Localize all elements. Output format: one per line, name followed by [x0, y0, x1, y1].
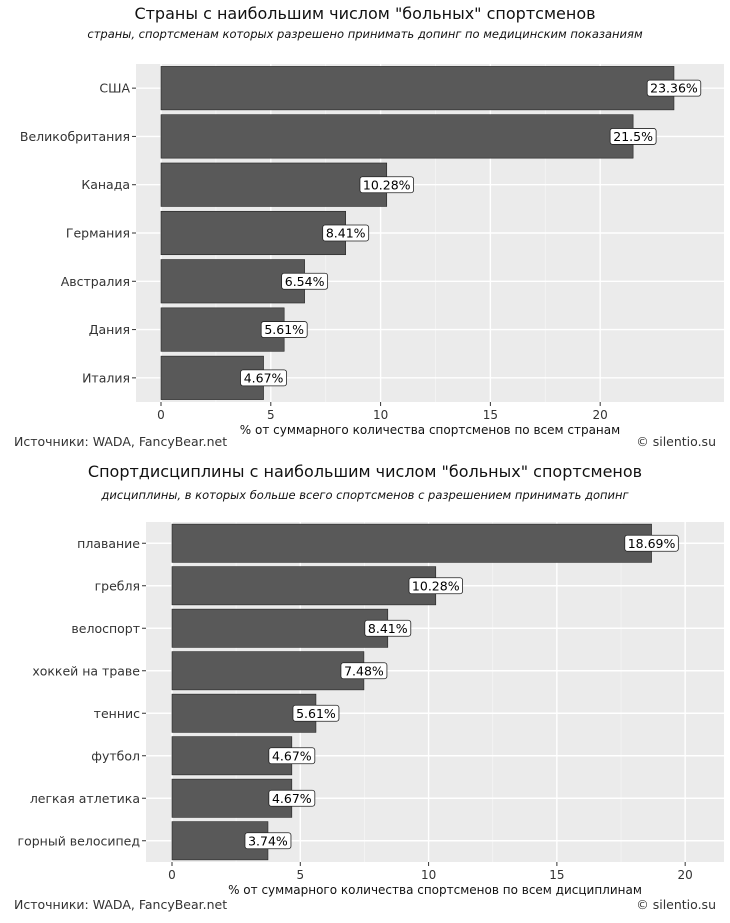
chart2-category-label: велоспорт — [71, 621, 140, 636]
chart2-bar — [171, 523, 652, 563]
chart2-category-label: теннис — [94, 706, 140, 721]
chart2-xtick-label: 5 — [296, 868, 304, 882]
chart1-category-label: Италия — [82, 370, 130, 385]
chart2-xtick-label: 10 — [421, 868, 436, 882]
chart2-data-label: 5.61% — [296, 706, 336, 721]
chart1-data-label: 21.5% — [613, 129, 653, 144]
chart2-category-label: хоккей на траве — [32, 663, 140, 678]
chart2-data-label-box — [624, 534, 679, 552]
chart2-category-label: гребля — [95, 578, 140, 593]
chart1-data-label-box — [260, 321, 308, 338]
chart2-data-label-box — [268, 747, 316, 765]
chart2-title: Спортдисциплины с наибольшим числом "бол… — [87, 462, 643, 481]
chart1-credit: © silentio.su — [636, 434, 716, 449]
chart2-plot: плавание 18.69% гребля 10.28% велоспорт 8.41%… — [18, 522, 724, 897]
chart1-data-label-box — [646, 79, 702, 97]
chart2-data-label: 18.69% — [628, 536, 676, 551]
chart2-credit: © silentio.su — [636, 897, 716, 912]
chart2-data-label: 10.28% — [412, 578, 460, 593]
chart2-bar — [171, 693, 317, 733]
chart1-data-label-box — [281, 272, 329, 290]
chart1-xtick-label: 20 — [593, 408, 608, 422]
chart2-bar — [171, 608, 389, 648]
chart1-bar — [160, 162, 388, 207]
chart1-data-label-box — [240, 369, 287, 387]
chart2-category-label: плавание — [77, 536, 140, 551]
chart1-xtick-label: 5 — [267, 408, 275, 422]
chart1-xtick-label: 15 — [483, 408, 498, 422]
chart1-category-label: США — [99, 81, 130, 96]
chart1-bar — [160, 114, 634, 159]
chart1-xtick-label: 0 — [157, 408, 165, 422]
chart1-data-label-box — [609, 128, 657, 145]
chart2-category-label: футбол — [91, 748, 140, 763]
chart1-data-label-box — [359, 176, 414, 194]
chart2-data-label: 4.67% — [272, 791, 312, 806]
chart2-data-label: 8.41% — [368, 621, 408, 636]
chart1-data-label: 5.61% — [264, 322, 304, 337]
chart1-data-label: 4.67% — [244, 370, 284, 385]
chart2-data-label: 3.74% — [248, 833, 288, 848]
chart2-data-label: 4.67% — [272, 748, 312, 763]
chart2-data-label-box — [244, 832, 292, 850]
chart1-category-label: Германия — [66, 226, 130, 241]
chart2-category-label: горный велосипед — [18, 833, 141, 848]
chart1-subtitle: страны, спортсменам которых разрешено пр… — [87, 27, 643, 41]
chart1-plot: США 23.36% Великобритания 21.5% Канада 10.28%… — [20, 64, 724, 437]
chart1-x-axis-title: % от суммарного количества спортсменов п… — [240, 423, 620, 437]
chart1-title: Страны с наибольшим числом "больных" спо… — [134, 4, 596, 23]
chart2-data-label-box — [408, 577, 463, 595]
chart1-bar — [160, 66, 675, 111]
chart2-bar — [171, 651, 365, 691]
chart1-data-label: 8.41% — [326, 226, 366, 241]
chart2-data-label: 7.48% — [344, 663, 384, 678]
chart2-bar — [171, 566, 437, 606]
chart2-subtitle: дисциплины, в которых больше всего спорт… — [101, 488, 629, 502]
chart2-source: Источники: WADA, FancyBear.net — [14, 897, 228, 912]
chart1-category-label: Дания — [89, 322, 130, 337]
chart2-data-label-box — [268, 789, 316, 807]
chart1-bar — [160, 259, 305, 304]
chart1-data-label: 23.36% — [650, 81, 698, 96]
chart1-xtick-label: 10 — [373, 408, 388, 422]
chart2-xtick-label: 20 — [678, 868, 693, 882]
chart2-xtick-label: 0 — [168, 868, 176, 882]
chart1-data-label: 10.28% — [363, 177, 411, 192]
chart1-category-label: Великобритания — [20, 129, 130, 144]
chart1-data-label: 6.54% — [285, 274, 325, 289]
chart1-category-label: Австралия — [61, 274, 130, 289]
chart1-bar — [160, 210, 346, 256]
chart2-data-label-box — [340, 662, 388, 680]
chart2-x-axis-title: % от суммарного количества спортсменов п… — [228, 883, 642, 897]
chart2-data-label-box — [364, 619, 412, 637]
chart1-data-label-box — [322, 224, 370, 242]
chart1-source: Источники: WADA, FancyBear.net — [14, 434, 228, 449]
chart1-category-label: Канада — [81, 177, 130, 192]
chart2-data-label-box — [292, 704, 340, 722]
chart2-category-label: легкая атлетика — [30, 791, 140, 806]
chart2-xtick-label: 15 — [549, 868, 564, 882]
